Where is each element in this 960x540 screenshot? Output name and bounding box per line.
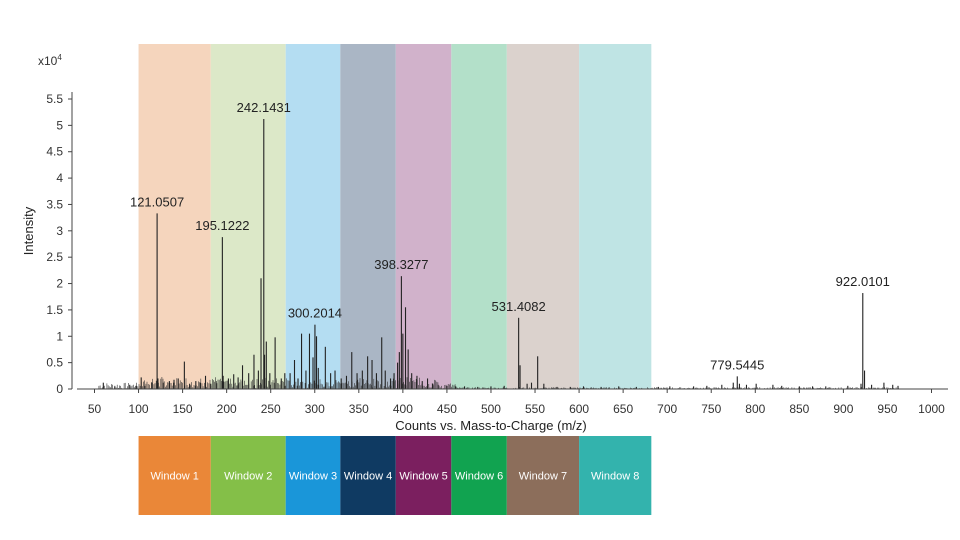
x-tick-label: 600 xyxy=(569,402,589,416)
window-labels: Window 1 Window 2 Window 3 Window 4 Window 5… xyxy=(138,436,652,515)
x-tick-label: 200 xyxy=(217,402,237,416)
x-tick-label: 750 xyxy=(701,402,721,416)
x-tick-label: 850 xyxy=(789,402,809,416)
y-tick-label: 5 xyxy=(56,118,63,132)
window-label-box-1 xyxy=(138,436,211,515)
window-label-box-6 xyxy=(451,436,507,515)
window-band-2 xyxy=(210,44,286,389)
x-tick-label: 450 xyxy=(437,402,457,416)
peak-label: 398.3277 xyxy=(374,257,428,272)
y-ticks: 0 0.5 1 1.5 2 2.5 3 3.5 4 4.5 5 5.5 xyxy=(46,92,72,396)
x-tick-label: 150 xyxy=(173,402,193,416)
window-band-8 xyxy=(579,44,652,389)
x-tick-label: 50 xyxy=(88,402,102,416)
y-tick-label: 2.5 xyxy=(46,250,63,264)
x-axis-title: Counts vs. Mass-to-Charge (m/z) xyxy=(395,418,586,433)
window-label-box-5 xyxy=(395,436,452,515)
x-tick-label: 500 xyxy=(481,402,501,416)
x-tick-label: 950 xyxy=(877,402,897,416)
peak-label: 300.2014 xyxy=(288,306,342,321)
window-label-box-2 xyxy=(210,436,286,515)
window-label-8: Window 8 xyxy=(591,471,639,483)
peak-label: 121.0507 xyxy=(130,194,184,209)
y-multiplier-label: x104 xyxy=(38,53,62,68)
x-tick-label: 300 xyxy=(305,402,325,416)
window-label-box-4 xyxy=(340,436,396,515)
x-tick-label: 800 xyxy=(745,402,765,416)
window-label-4: Window 4 xyxy=(344,471,392,483)
window-label-7: Window 7 xyxy=(519,471,567,483)
axes xyxy=(71,92,948,390)
window-label-1: Window 1 xyxy=(151,471,199,483)
window-label-box-8 xyxy=(579,436,652,515)
window-band-4 xyxy=(340,44,396,389)
window-band-1 xyxy=(138,44,211,389)
peak-label: 242.1431 xyxy=(237,100,291,115)
window-band-5 xyxy=(395,44,452,389)
y-tick-label: 3.5 xyxy=(46,197,63,211)
peak-label: 531.4082 xyxy=(492,299,546,314)
y-tick-label: 2 xyxy=(56,277,63,291)
window-band-3 xyxy=(285,44,341,389)
y-tick-label: 0.5 xyxy=(46,356,63,370)
x-tick-label: 700 xyxy=(657,402,677,416)
peak-label: 779.5445 xyxy=(710,357,764,372)
window-label-5: Window 5 xyxy=(399,471,447,483)
x-tick-label: 250 xyxy=(261,402,281,416)
window-label-box-7 xyxy=(506,436,580,515)
window-label-2: Window 2 xyxy=(224,471,272,483)
x-tick-label: 400 xyxy=(393,402,413,416)
peak-annotations: 121.0507 195.1222 242.1431 300.2014 398.3277… xyxy=(130,100,890,372)
x-tick-label: 650 xyxy=(613,402,633,416)
x-ticks: 50 100 150 200 250 300 350 400 450 500 550 600 650 70… xyxy=(88,389,945,416)
window-label-3: Window 3 xyxy=(289,471,337,483)
x-tick-label: 1000 xyxy=(918,402,945,416)
y-tick-label: 4 xyxy=(56,171,63,185)
window-band-6 xyxy=(451,44,507,389)
y-axis-title: Intensity xyxy=(21,206,36,255)
x-tick-label: 550 xyxy=(525,402,545,416)
window-band-7 xyxy=(506,44,580,389)
window-bands xyxy=(138,44,652,389)
peak-label: 195.1222 xyxy=(195,218,249,233)
peak-label: 922.0101 xyxy=(836,274,890,289)
y-tick-label: 1 xyxy=(56,329,63,343)
y-tick-label: 1.5 xyxy=(46,303,63,317)
y-tick-label: 0 xyxy=(56,382,63,396)
window-label-box-3 xyxy=(285,436,341,515)
window-label-6: Window 6 xyxy=(455,471,503,483)
x-tick-label: 900 xyxy=(833,402,853,416)
x-tick-label: 100 xyxy=(129,402,149,416)
y-tick-label: 5.5 xyxy=(46,92,63,106)
y-tick-label: 3 xyxy=(56,224,63,238)
x-tick-label: 350 xyxy=(349,402,369,416)
y-tick-label: 4.5 xyxy=(46,145,63,159)
